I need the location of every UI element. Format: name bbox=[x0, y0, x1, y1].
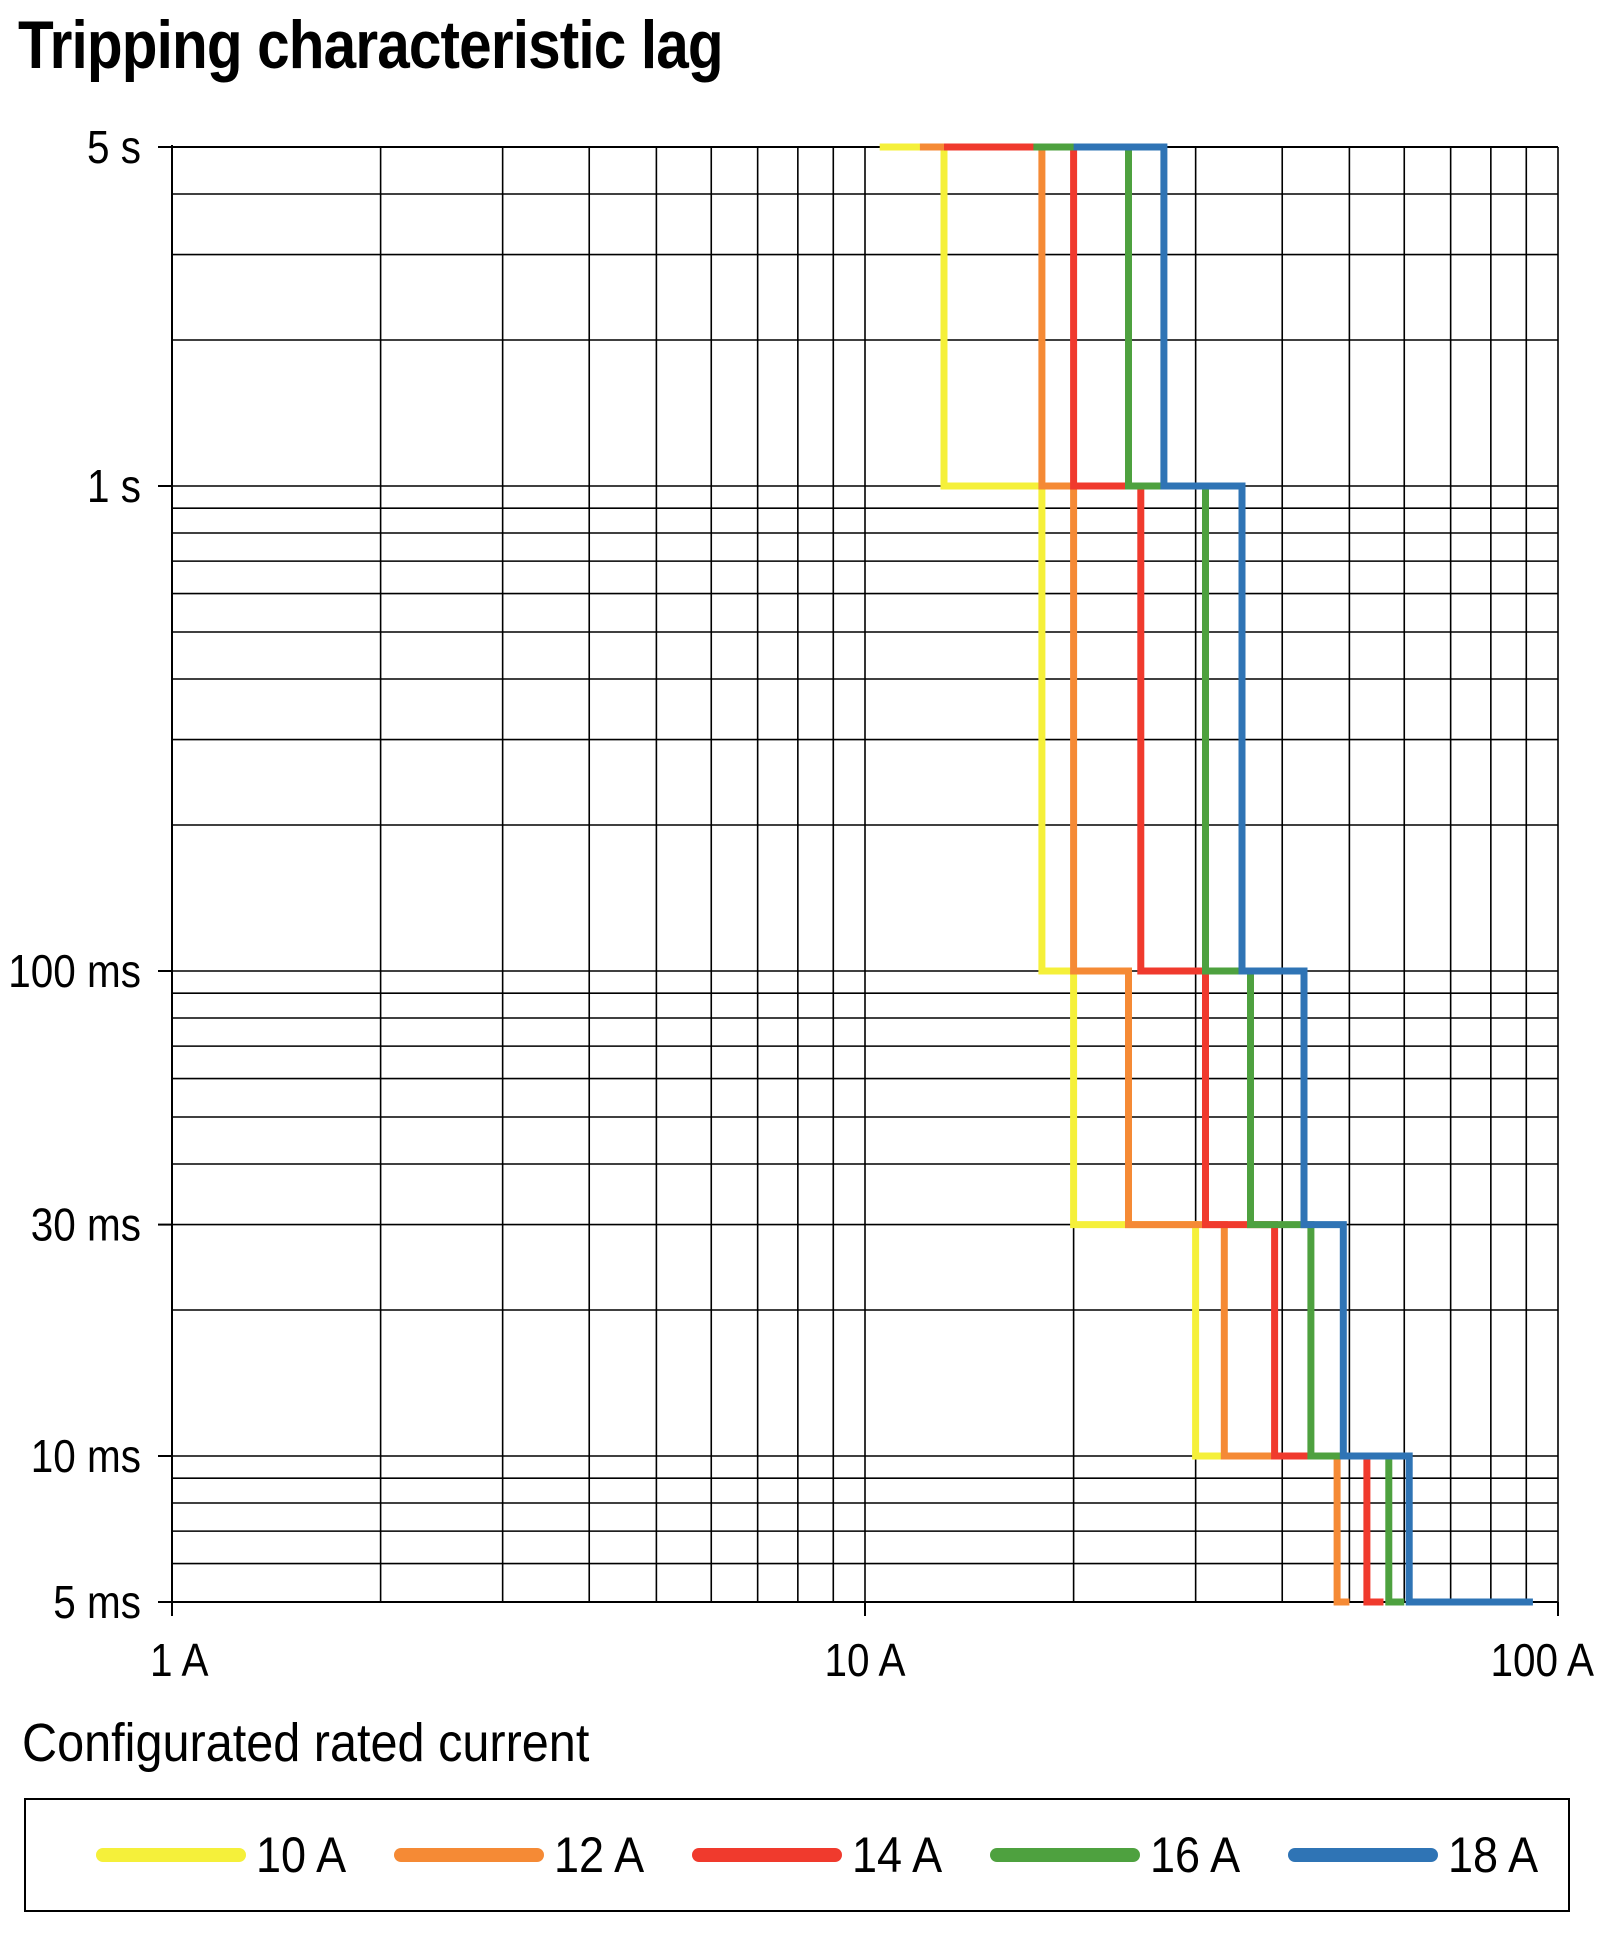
axes bbox=[158, 145, 1559, 1616]
y-tick-label: 5 ms bbox=[53, 1578, 141, 1629]
legend: 10 A 12 A 14 A 16 A 18 A bbox=[24, 1798, 1570, 1912]
legend-label: 14 A bbox=[852, 1827, 943, 1883]
series-line-14a bbox=[944, 143, 1384, 1606]
legend-item: 12 A bbox=[394, 1800, 654, 1910]
grid-lines bbox=[171, 146, 1559, 1603]
y-tick-label: 1 s bbox=[87, 462, 141, 513]
legend-swatch bbox=[990, 1848, 1140, 1862]
series-line-16a bbox=[1033, 143, 1405, 1606]
tick-labels: 5 s 1 s 100 ms 30 ms 10 ms 5 ms1 A 10 A 100 A bbox=[8, 123, 1594, 1687]
legend-swatch bbox=[692, 1848, 842, 1862]
tripping-characteristic-chart: 5 s 1 s 100 ms 30 ms 10 ms 5 ms1 A 10 A 100 A bbox=[8, 123, 1594, 1687]
legend-swatch bbox=[394, 1848, 544, 1862]
y-tick-label: 30 ms bbox=[31, 1200, 141, 1251]
series-line-12a bbox=[919, 143, 1350, 1606]
series-line-10a bbox=[879, 143, 1338, 1460]
legend-label: 10 A bbox=[256, 1827, 347, 1883]
y-tick-label: 100 ms bbox=[8, 947, 141, 998]
chart-title: Tripping characteristic lag bbox=[18, 7, 724, 83]
legend-title: Configurated rated current bbox=[22, 1713, 590, 1773]
x-tick-label: 1 A bbox=[150, 1636, 209, 1687]
legend-swatch bbox=[96, 1848, 246, 1862]
series-layer bbox=[879, 143, 1533, 1606]
x-tick-label: 10 A bbox=[824, 1636, 905, 1687]
y-tick-label: 10 ms bbox=[31, 1432, 141, 1483]
legend-label: 16 A bbox=[1150, 1827, 1241, 1883]
y-tick-label: 5 s bbox=[87, 123, 141, 174]
legend-item: 16 A bbox=[990, 1800, 1250, 1910]
legend-label: 12 A bbox=[554, 1827, 645, 1883]
series-line-18a bbox=[1073, 143, 1533, 1606]
legend-item: 18 A bbox=[1288, 1800, 1548, 1910]
x-tick-label: 100 A bbox=[1490, 1636, 1594, 1687]
legend-item: 14 A bbox=[692, 1800, 952, 1910]
legend-label: 18 A bbox=[1448, 1827, 1539, 1883]
legend-item: 10 A bbox=[96, 1800, 356, 1910]
legend-swatch bbox=[1288, 1848, 1438, 1862]
